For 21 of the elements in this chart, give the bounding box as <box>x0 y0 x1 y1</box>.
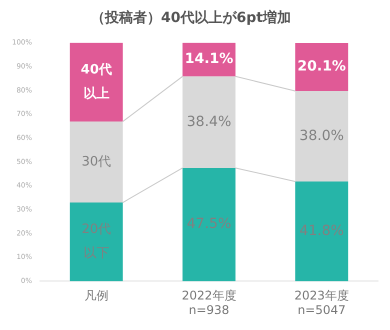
bar <box>295 90 348 182</box>
bar <box>70 121 123 203</box>
annotation: 40代以上 <box>80 62 112 102</box>
data-label: 47.5% <box>186 216 232 232</box>
data-label: 20.1% <box>297 58 346 75</box>
x-tick-label: 2022年度 n=938 <box>182 288 236 317</box>
bar <box>295 43 348 91</box>
bar <box>70 202 123 282</box>
bar <box>70 42 123 122</box>
data-label: 14.1% <box>184 51 234 68</box>
annotation: 30代 <box>82 154 112 170</box>
bar <box>295 182 348 282</box>
data-label: 38.0% <box>299 128 344 144</box>
x-tick-label: 凡例 <box>84 288 108 303</box>
chart-title: （投稿者）40代以上が6pt増加 <box>91 9 291 26</box>
x-tick-label: 2023年度 n=5047 <box>294 288 349 317</box>
bar <box>182 76 236 168</box>
bar <box>182 168 236 282</box>
annotation: 20代以下 <box>82 222 112 262</box>
data-label: 38.4% <box>186 114 232 130</box>
data-label: 41.8% <box>299 223 344 240</box>
